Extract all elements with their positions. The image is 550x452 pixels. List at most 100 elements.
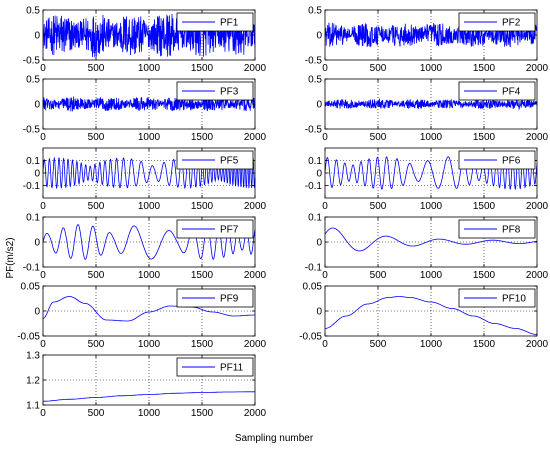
x-tick-label: 500 (88, 408, 105, 419)
y-tick-label: 0.1 (26, 156, 40, 167)
x-tick-label: 0 (40, 63, 46, 74)
y-axis-label: PF(m/s2) (5, 237, 16, 278)
y-tick-label: 0 (34, 100, 40, 111)
series-line-pf9 (42, 296, 255, 322)
legend-pf7: PF7 (176, 219, 254, 239)
x-tick-label: 1500 (473, 339, 496, 350)
x-tick-label: 1000 (420, 201, 443, 212)
series-line-pf4 (324, 97, 538, 111)
y-tick-label: 0 (34, 307, 40, 318)
y-tick-label: 0.5 (26, 6, 40, 17)
y-tick-label: -0.05 (299, 332, 322, 343)
x-tick-label: 0 (322, 201, 328, 212)
x-tick-label: 500 (88, 339, 105, 350)
y-tick-label: 0 (316, 307, 322, 318)
x-tick-label: 2000 (526, 201, 549, 212)
x-tick-label: 1500 (191, 270, 214, 281)
x-tick-label: 2000 (244, 201, 267, 212)
x-tick-label: 2000 (526, 63, 549, 74)
y-tick-label: 0.1 (26, 213, 40, 224)
y-tick-label: 0 (316, 238, 322, 249)
x-tick-label: 500 (370, 132, 387, 143)
x-tick-label: 500 (370, 270, 387, 281)
x-tick-label: 0 (40, 408, 46, 419)
y-tick-label: -0.5 (305, 56, 323, 67)
x-tick-label: 1500 (473, 63, 496, 74)
y-tick-label: 0.1 (308, 156, 322, 167)
legend-label: PF8 (502, 225, 521, 236)
x-tick-label: 2000 (526, 339, 549, 350)
legend-pf8: PF8 (458, 219, 536, 239)
x-tick-label: 1500 (191, 63, 214, 74)
y-tick-label: -0.1 (23, 181, 41, 192)
y-tick-label: -0.5 (23, 125, 41, 136)
x-tick-label: 1000 (138, 270, 161, 281)
legend-pf3: PF3 (176, 81, 254, 101)
y-tick-label: -0.05 (17, 332, 40, 343)
y-tick-label: 0 (34, 238, 40, 249)
x-tick-label: 1500 (191, 132, 214, 143)
y-tick-label: 0.5 (308, 6, 322, 17)
x-tick-label: 2000 (244, 270, 267, 281)
legend-pf9: PF9 (176, 288, 254, 308)
x-tick-label: 1500 (191, 408, 214, 419)
x-tick-label: 500 (370, 63, 387, 74)
legend-label: PF7 (220, 225, 239, 236)
x-tick-label: 1500 (473, 201, 496, 212)
y-tick-label: -0.1 (23, 263, 41, 274)
legend-pf10: PF10 (458, 288, 536, 308)
y-tick-label: 1.2 (26, 376, 40, 387)
x-tick-label: 500 (370, 339, 387, 350)
legend-pf11: PF11 (176, 357, 254, 377)
x-tick-label: 500 (88, 201, 105, 212)
x-tick-label: 0 (40, 201, 46, 212)
y-tick-label: 0 (316, 100, 322, 111)
y-tick-label: 0.05 (303, 282, 323, 293)
x-axis-label: Sampling number (235, 433, 314, 444)
x-tick-label: 0 (40, 132, 46, 143)
x-tick-label: 1500 (473, 132, 496, 143)
x-tick-label: 1000 (138, 339, 161, 350)
x-tick-label: 2000 (244, 63, 267, 74)
legend-label: PF3 (220, 87, 239, 98)
y-tick-label: 0 (316, 169, 322, 180)
x-tick-label: 500 (88, 270, 105, 281)
series-line-pf3 (42, 96, 256, 112)
x-tick-label: 2000 (244, 339, 267, 350)
y-tick-label: -0.5 (305, 125, 323, 136)
legend-label: PF11 (220, 363, 244, 374)
subplot-pf11: 0 500 1000 1500 2000 1.3 1.2 1.1 PF11 (26, 351, 266, 420)
legend-label: PF4 (502, 87, 521, 98)
legend-label: PF6 (502, 156, 521, 167)
x-tick-label: 2000 (244, 132, 267, 143)
x-tick-label: 1000 (420, 270, 443, 281)
x-tick-label: 1000 (138, 63, 161, 74)
y-tick-label: 0 (34, 31, 40, 42)
y-tick-label: 0 (316, 31, 322, 42)
series-line-pf8 (324, 227, 537, 252)
legend-label: PF5 (220, 156, 239, 167)
x-tick-label: 0 (40, 270, 46, 281)
y-tick-label: 0.5 (308, 75, 322, 86)
legend-label: PF2 (502, 18, 521, 29)
legend-pf1: PF1 (176, 12, 254, 32)
x-tick-label: 0 (322, 270, 328, 281)
y-tick-label: 1.1 (26, 401, 40, 412)
x-tick-label: 0 (40, 339, 46, 350)
x-tick-label: 2000 (526, 270, 549, 281)
x-tick-label: 1000 (420, 339, 443, 350)
x-tick-label: 2000 (244, 408, 267, 419)
series-line-pf11 (42, 391, 255, 402)
series-line-pf10 (324, 296, 537, 335)
legend-pf4: PF4 (458, 81, 536, 101)
y-tick-label: 0.5 (26, 75, 40, 86)
